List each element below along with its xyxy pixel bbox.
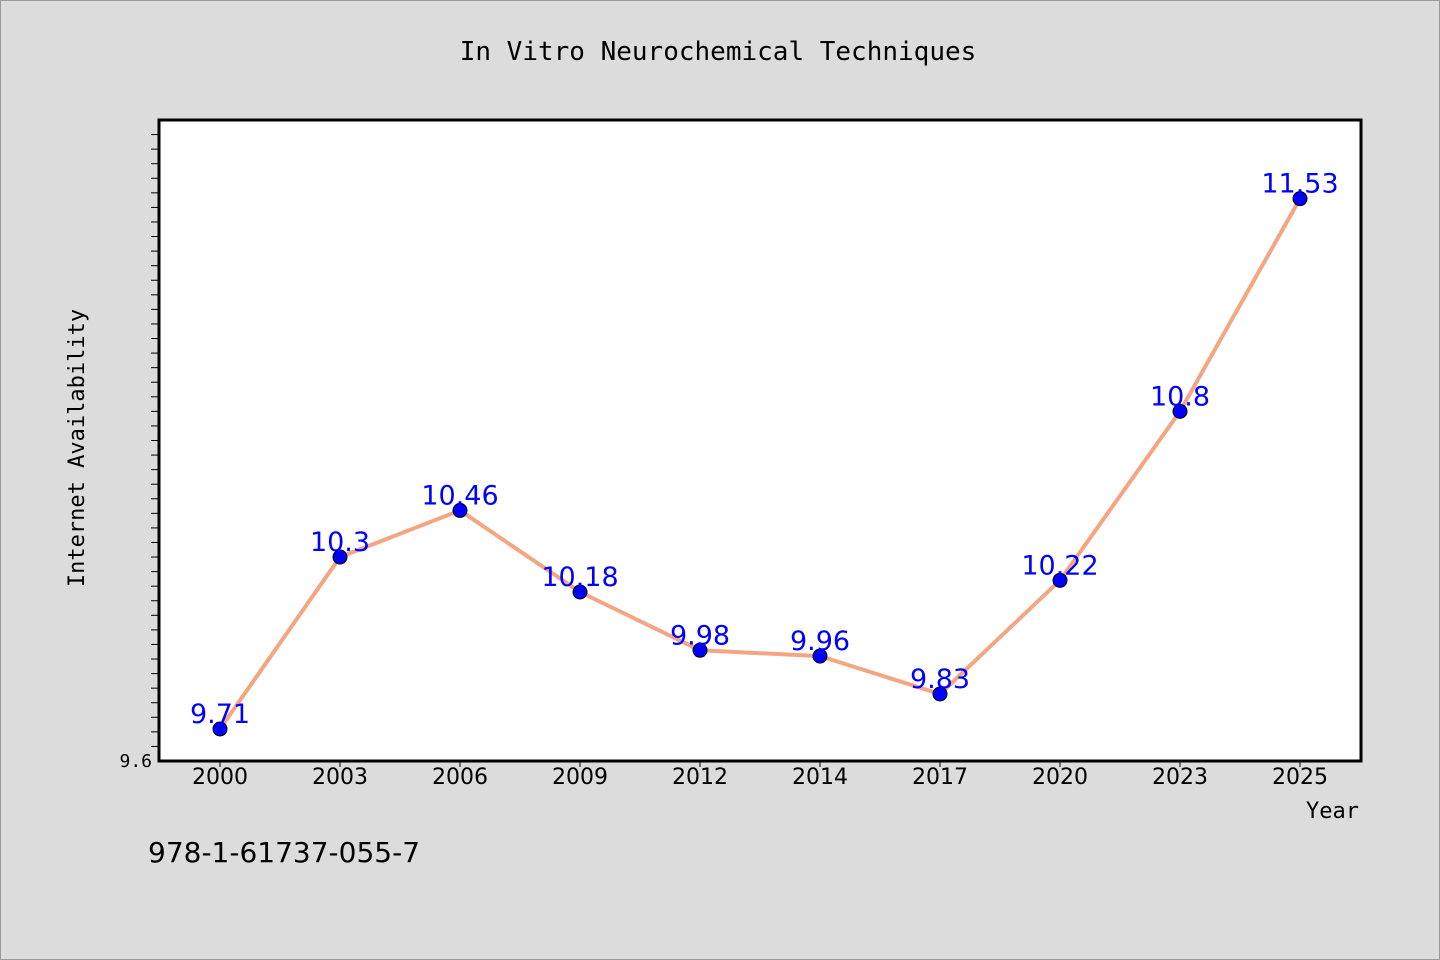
plot-area bbox=[157, 118, 1363, 763]
x-tick-label-2023: 2023 bbox=[1152, 765, 1208, 790]
chart-title: In Vitro Neurochemical Techniques bbox=[460, 37, 977, 67]
x-tick-label-2020: 2020 bbox=[1032, 765, 1088, 790]
marker-group bbox=[212, 191, 1308, 737]
data-label: 9.83 bbox=[910, 664, 970, 695]
data-point-marker bbox=[812, 648, 828, 664]
data-label: 9.71 bbox=[190, 699, 250, 730]
series-line-group bbox=[218, 197, 1302, 731]
data-label: 10.3 bbox=[310, 527, 370, 558]
x-axis-tick-labels: 2000 2003 2006 2009 2012 2014 2017 2020 2023 2025 bbox=[192, 765, 1328, 790]
series-line bbox=[218, 197, 1302, 731]
data-label: 10.46 bbox=[421, 480, 498, 511]
x-tick-label-2012: 2012 bbox=[672, 765, 728, 790]
x-tick-label-2000: 2000 bbox=[192, 765, 248, 790]
x-tick-label-2006: 2006 bbox=[432, 765, 488, 790]
x-tick-label-2009: 2009 bbox=[552, 765, 608, 790]
y-tick-label-min: 9.6 bbox=[119, 751, 152, 772]
x-axis-label: Year bbox=[1306, 799, 1359, 824]
data-point-marker bbox=[1052, 572, 1068, 588]
data-label: 9.96 bbox=[790, 626, 850, 657]
data-label: 10.18 bbox=[541, 562, 618, 593]
data-point-marker bbox=[452, 502, 468, 518]
y-axis-ticks bbox=[151, 134, 159, 747]
data-label: 10.22 bbox=[1021, 550, 1098, 581]
data-label-group: 9.71 10.3 10.46 10.18 9.98 9.96 9.83 10.22 10.8 1… bbox=[190, 169, 1339, 730]
data-point-marker bbox=[1172, 403, 1188, 419]
x-tick-label-2014: 2014 bbox=[792, 765, 848, 790]
data-label: 10.8 bbox=[1150, 381, 1210, 412]
isbn-text: 978-1-61737-055-7 bbox=[148, 836, 420, 869]
data-point-marker bbox=[572, 584, 588, 600]
data-label: 9.98 bbox=[670, 620, 730, 651]
x-axis-ticks bbox=[219, 761, 1301, 767]
x-tick-label-2003: 2003 bbox=[312, 765, 368, 790]
data-point-marker bbox=[692, 642, 708, 658]
data-point-marker bbox=[932, 686, 948, 702]
data-point-marker bbox=[332, 549, 348, 565]
data-label: 11.53 bbox=[1261, 169, 1338, 200]
data-point-marker bbox=[212, 721, 228, 737]
y-axis-label: Internet Availability bbox=[65, 309, 90, 587]
x-tick-label-2017: 2017 bbox=[912, 765, 968, 790]
data-point-marker bbox=[1292, 191, 1308, 207]
x-tick-label-2025: 2025 bbox=[1272, 765, 1328, 790]
